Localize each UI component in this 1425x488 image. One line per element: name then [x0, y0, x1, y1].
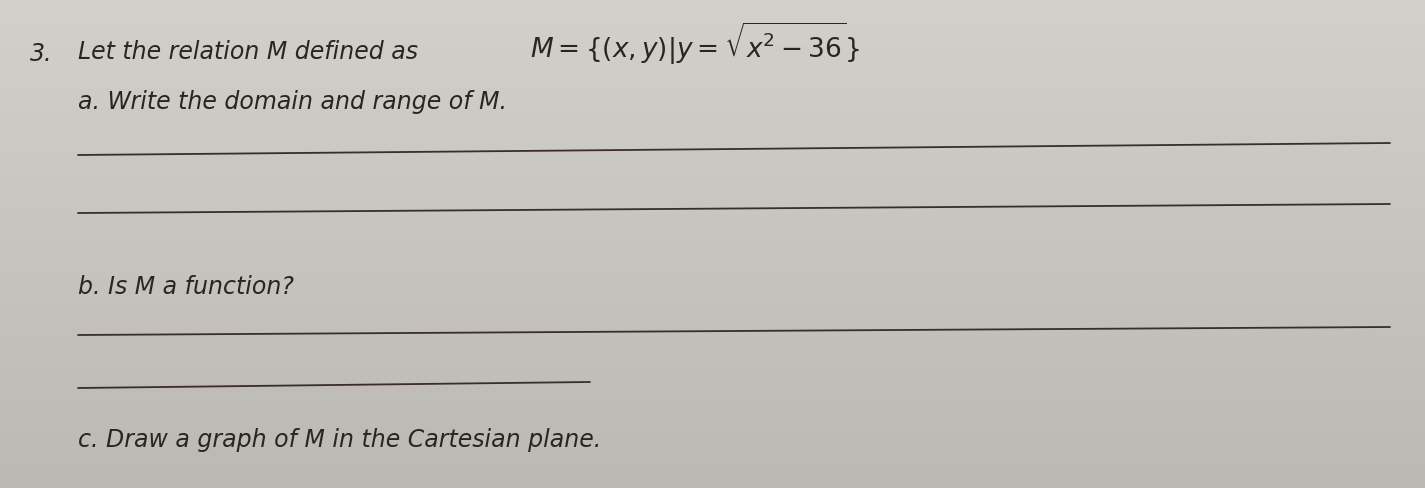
Text: 3.: 3. [30, 42, 53, 66]
Text: Let the relation M defined as: Let the relation M defined as [78, 40, 418, 64]
Text: b. Is M a function?: b. Is M a function? [78, 275, 294, 299]
Text: a. Write the domain and range of M.: a. Write the domain and range of M. [78, 90, 507, 114]
Text: c. Draw a graph of M in the Cartesian plane.: c. Draw a graph of M in the Cartesian pl… [78, 428, 601, 452]
Text: $M = \{(x,y)|y = \sqrt{x^2 - 36}\}$: $M = \{(x,y)|y = \sqrt{x^2 - 36}\}$ [530, 20, 861, 66]
